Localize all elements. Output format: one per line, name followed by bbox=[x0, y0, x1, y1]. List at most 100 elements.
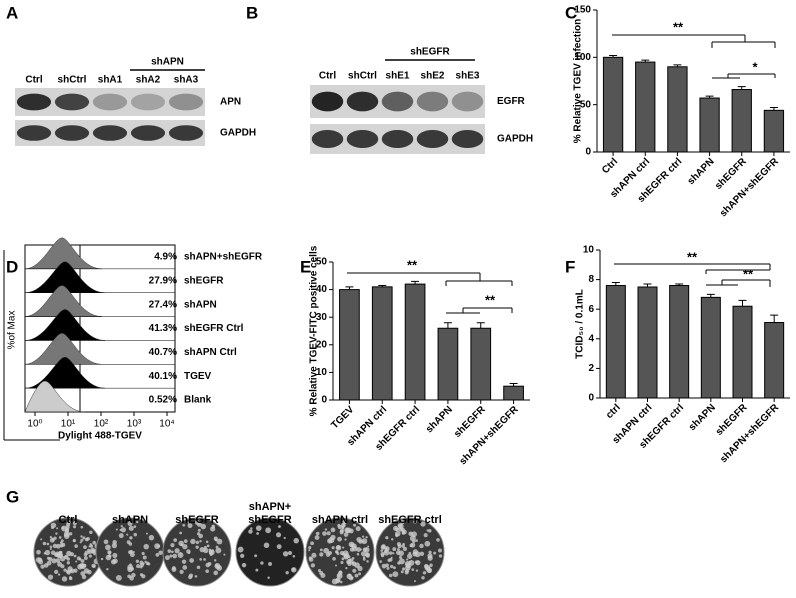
blot-band bbox=[346, 130, 379, 148]
plaque bbox=[331, 546, 335, 550]
plaque bbox=[248, 529, 253, 534]
plaque bbox=[182, 543, 188, 550]
blot-band bbox=[130, 93, 166, 111]
x-tick-label: Ctrl bbox=[600, 156, 620, 176]
significance: ** bbox=[673, 19, 684, 34]
plaque bbox=[42, 541, 47, 546]
plaque bbox=[129, 563, 132, 566]
plaque bbox=[424, 540, 431, 547]
plaque bbox=[60, 539, 64, 542]
plaque bbox=[413, 580, 416, 583]
bar bbox=[404, 283, 426, 401]
plaque bbox=[341, 557, 345, 561]
plaque bbox=[332, 556, 336, 561]
well-label: shAPN bbox=[112, 514, 148, 526]
plaque bbox=[330, 527, 336, 533]
panel-label: B bbox=[246, 3, 258, 22]
plaque bbox=[66, 550, 72, 557]
bar bbox=[371, 286, 393, 401]
plaque bbox=[179, 531, 183, 535]
plaque bbox=[360, 551, 367, 557]
plaque bbox=[194, 575, 198, 578]
plaque bbox=[419, 543, 424, 549]
group-label: shEGFR bbox=[410, 47, 450, 58]
plaque bbox=[283, 536, 286, 540]
plaque bbox=[263, 542, 270, 549]
plaque bbox=[52, 538, 55, 541]
plaque bbox=[379, 560, 382, 563]
plaque bbox=[423, 533, 428, 538]
plaque bbox=[54, 569, 59, 574]
plaque bbox=[343, 552, 350, 559]
blot-band bbox=[168, 93, 204, 111]
plaque bbox=[172, 553, 178, 559]
plaque bbox=[38, 559, 44, 565]
plaque bbox=[61, 576, 68, 582]
plaque bbox=[190, 538, 196, 545]
plaque bbox=[367, 545, 370, 548]
y-axis-label: % Relative TGEV-FITC positive cells bbox=[309, 245, 320, 416]
plaque bbox=[136, 564, 141, 569]
plaque bbox=[319, 571, 324, 576]
plaque bbox=[339, 580, 343, 584]
plaque bbox=[75, 560, 78, 563]
plaque bbox=[308, 546, 312, 550]
plaque bbox=[63, 568, 67, 572]
plaque bbox=[143, 543, 149, 550]
y-tick-label: 10 bbox=[316, 367, 328, 378]
plaque bbox=[91, 549, 95, 552]
plaque bbox=[73, 554, 77, 558]
blot-band bbox=[311, 130, 344, 148]
plaque bbox=[291, 567, 297, 573]
plaque bbox=[86, 537, 90, 541]
y-tick-label: 20 bbox=[316, 339, 328, 350]
bar bbox=[699, 97, 720, 153]
plaque bbox=[323, 547, 330, 554]
plaque bbox=[172, 566, 176, 570]
plaque bbox=[348, 528, 354, 534]
plaque bbox=[128, 542, 133, 546]
plaque bbox=[203, 558, 206, 561]
plaque bbox=[40, 538, 43, 541]
plaque bbox=[84, 550, 89, 555]
lane-label: shCtrl bbox=[58, 75, 87, 86]
plaque bbox=[46, 560, 52, 566]
error-bar bbox=[705, 95, 714, 99]
flow-name: shAPN Ctrl bbox=[184, 347, 237, 358]
plaque bbox=[195, 545, 199, 549]
plaque bbox=[182, 523, 186, 527]
plaque bbox=[390, 556, 393, 559]
plaque bbox=[415, 569, 419, 572]
plaque bbox=[72, 538, 77, 543]
plaque bbox=[420, 521, 426, 527]
flow-percent: 41.3% bbox=[149, 323, 177, 334]
plaque bbox=[199, 546, 205, 553]
flow-histogram bbox=[24, 261, 106, 293]
plaque bbox=[112, 552, 118, 558]
error-bar bbox=[643, 283, 652, 287]
plaque bbox=[429, 563, 433, 567]
plaque bbox=[53, 536, 57, 540]
flow-percent: 0.52% bbox=[149, 395, 177, 406]
plaque bbox=[255, 525, 262, 532]
plaque bbox=[115, 574, 122, 581]
plaque bbox=[387, 558, 391, 562]
plaque bbox=[196, 565, 201, 570]
y-tick-label: 100 bbox=[574, 52, 591, 63]
plaque bbox=[131, 572, 136, 578]
group-label: shAPN bbox=[151, 57, 184, 68]
plaque bbox=[427, 528, 432, 533]
plaque bbox=[89, 530, 93, 535]
plaque bbox=[155, 553, 160, 557]
plaque bbox=[381, 563, 387, 569]
plaque bbox=[406, 558, 409, 561]
plaque bbox=[331, 578, 338, 585]
plaque bbox=[105, 544, 111, 551]
plaque bbox=[278, 525, 281, 529]
x-tick-label: TGEV bbox=[329, 404, 356, 431]
plaque bbox=[337, 536, 342, 542]
plaque bbox=[68, 532, 73, 536]
plaque bbox=[83, 568, 90, 574]
lane-label: Ctrl bbox=[319, 71, 336, 82]
